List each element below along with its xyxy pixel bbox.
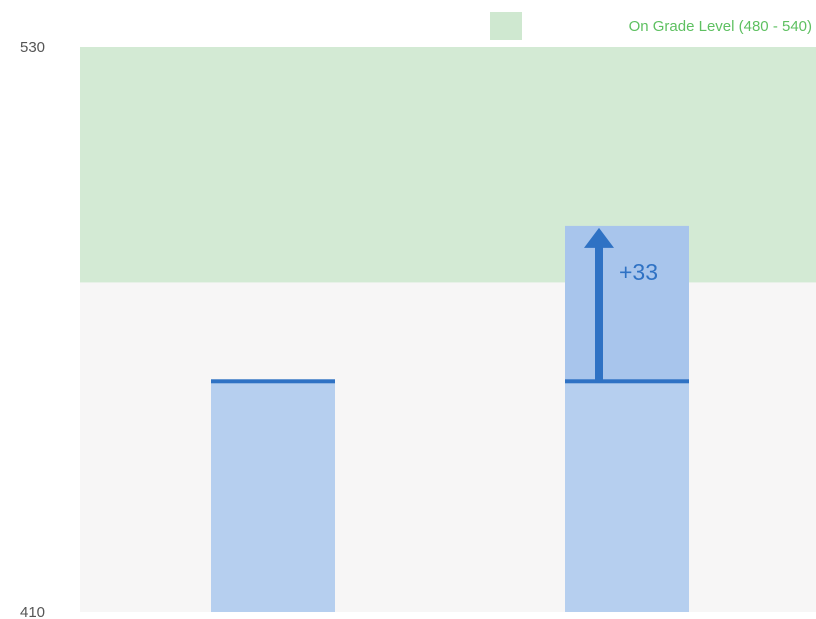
y-axis-ticks: 530 410 bbox=[20, 39, 45, 619]
bar-2 bbox=[565, 381, 689, 612]
y-tick-label-530: 530 bbox=[20, 39, 45, 56]
y-tick-label-410: 410 bbox=[20, 604, 45, 619]
gain-arrow-head bbox=[584, 227, 614, 248]
bar-1-marker-line bbox=[211, 379, 335, 384]
legend-label: On Grade Level (480 - 540) bbox=[629, 18, 812, 35]
legend: On Grade Level (480 - 540) bbox=[490, 12, 812, 40]
gain-label: +33 bbox=[619, 259, 658, 285]
bar-2-gain-segment bbox=[565, 225, 689, 382]
bar-2-marker-line bbox=[565, 379, 689, 384]
on-grade-level-band bbox=[80, 47, 816, 283]
bar-1 bbox=[211, 381, 335, 612]
legend-swatch bbox=[490, 12, 522, 40]
gain-arrow-shaft bbox=[595, 245, 603, 382]
bars-group: +33 bbox=[211, 225, 689, 612]
